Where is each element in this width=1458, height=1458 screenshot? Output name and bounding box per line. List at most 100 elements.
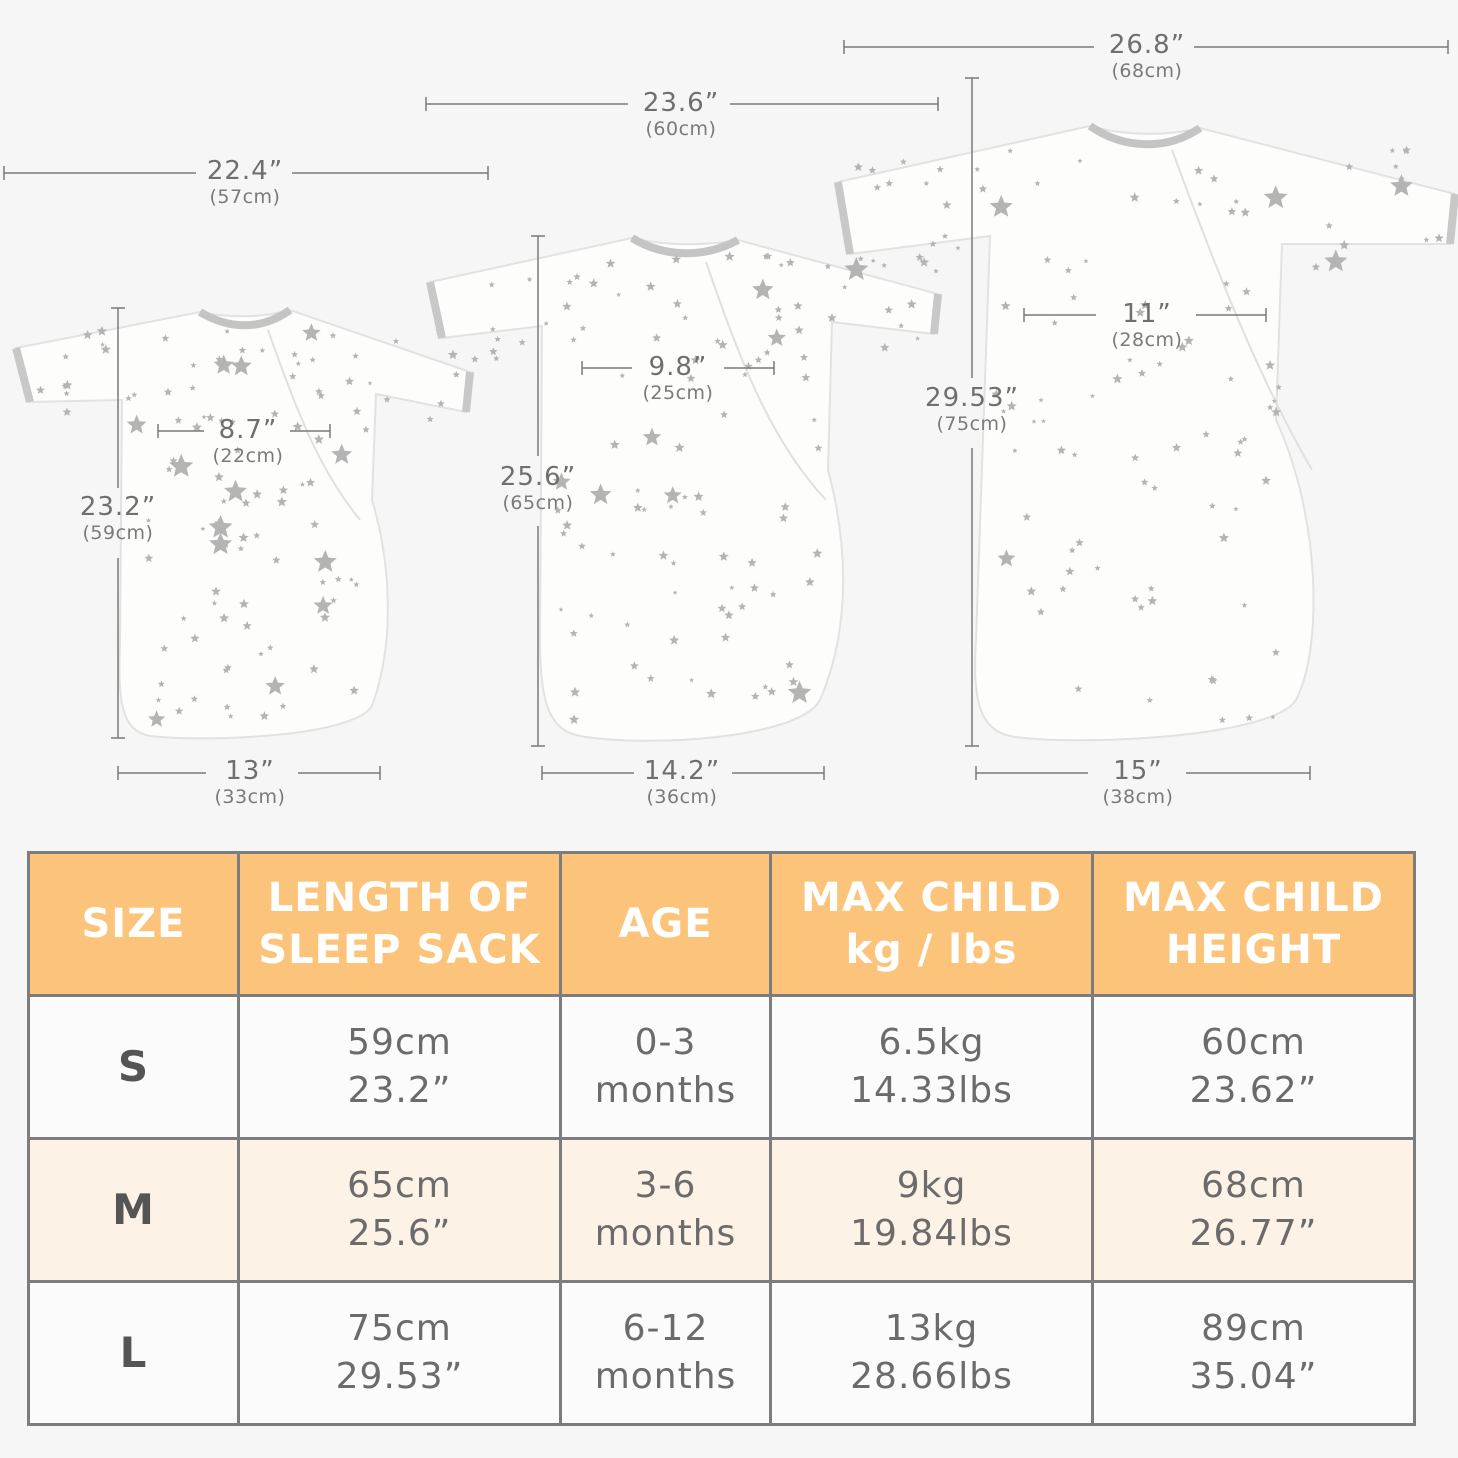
star-pattern-icon [209, 532, 233, 555]
age-cell: 3-6 months [559, 1137, 772, 1283]
garment-illustration-area: 22.4” (57cm) 8.7” (22cm) 23.2” (59cm) 13… [3, 30, 1458, 808]
star-pattern-icon [82, 329, 93, 340]
star-pattern-icon [352, 352, 359, 359]
star-pattern-icon [633, 502, 643, 512]
star-pattern-icon [155, 697, 162, 703]
star-pattern-icon [526, 276, 533, 282]
star-pattern-icon [315, 387, 323, 395]
star-pattern-icon [729, 585, 735, 590]
star-pattern-icon [344, 376, 355, 386]
star-pattern-icon [1325, 222, 1333, 229]
star-pattern-icon [699, 508, 707, 516]
star-pattern-icon [489, 347, 498, 356]
star-pattern-icon [218, 417, 225, 424]
medium-chest-label: 9.8” (25cm) [643, 352, 714, 404]
height-cm: 89cm [1201, 1308, 1306, 1349]
star-pattern-icon [1007, 147, 1013, 154]
star-pattern-icon [751, 692, 760, 700]
garment-small [12, 306, 474, 740]
small-width-label: 22.4” (57cm) [207, 156, 283, 208]
age-cell: 6-12 months [559, 1280, 772, 1426]
medium-length-in: 25.6” [499, 462, 577, 492]
star-pattern-icon [646, 674, 655, 682]
star-pattern-icon [1074, 684, 1083, 693]
size-chart-table: SIZE LENGTH OF SLEEP SACK AGE MAX CHILD kg… [27, 851, 1416, 1426]
star-pattern-icon [1242, 287, 1251, 296]
star-pattern-icon [991, 389, 1002, 399]
star-pattern-icon [1006, 400, 1017, 411]
star-pattern-icon [929, 240, 937, 247]
height-cell: 68cm 26.77” [1091, 1137, 1416, 1283]
large-hem-cm: (38cm) [1102, 786, 1174, 808]
large-length-label: 29.53” (75cm) [925, 383, 1019, 435]
header-length-line2: SLEEP SACK [258, 927, 541, 973]
star-pattern-icon [220, 498, 227, 504]
table-header-row: SIZE LENGTH OF SLEEP SACK AGE MAX CHILD kg… [27, 851, 1416, 997]
star-pattern-icon [616, 292, 621, 297]
star-pattern-icon [562, 520, 573, 530]
star-pattern-icon [1233, 506, 1239, 512]
star-pattern-icon [148, 710, 166, 727]
large-hem-in: 15” [1113, 756, 1163, 786]
medium-chest-cm: (25cm) [642, 382, 714, 404]
star-pattern-icon [518, 338, 526, 346]
medium-width-label: 23.6” (60cm) [643, 88, 719, 140]
star-pattern-icon [610, 551, 616, 557]
star-pattern-icon [169, 456, 178, 465]
star-pattern-icon [331, 443, 353, 464]
star-pattern-icon [190, 633, 200, 643]
star-pattern-icon [805, 577, 815, 587]
star-pattern-icon [267, 644, 274, 651]
star-pattern-icon [1075, 538, 1084, 547]
star-pattern-icon [213, 518, 224, 528]
star-pattern-icon [1390, 174, 1413, 196]
star-pattern-icon [62, 407, 72, 416]
star-pattern-icon [778, 262, 784, 268]
star-pattern-icon [724, 610, 734, 620]
star-pattern-icon [718, 551, 729, 561]
star-pattern-icon [674, 442, 685, 452]
star-pattern-icon [767, 687, 777, 696]
star-pattern-icon [1270, 714, 1276, 720]
large-length-in: 29.53” [925, 383, 1019, 413]
star-pattern-icon [933, 268, 939, 274]
star-pattern-icon [1112, 373, 1123, 384]
star-pattern-icon [635, 487, 641, 493]
star-pattern-icon [200, 526, 206, 531]
header-age: AGE [559, 851, 772, 997]
star-pattern-icon [426, 415, 434, 423]
star-pattern-icon [1129, 192, 1140, 202]
star-pattern-icon [919, 257, 930, 267]
star-pattern-icon [827, 313, 837, 323]
weight-lbs: 14.33lbs [850, 1070, 1013, 1111]
star-pattern-icon [720, 632, 731, 642]
age-cell: 0-3 months [559, 994, 772, 1140]
length-in: 25.6” [347, 1213, 452, 1254]
weight-cell: 6.5kg 14.33lbs [769, 994, 1094, 1140]
star-pattern-icon [383, 395, 391, 403]
star-pattern-icon [1041, 418, 1046, 424]
star-pattern-icon [853, 162, 863, 172]
star-pattern-icon [915, 336, 920, 341]
star-pattern-icon [299, 481, 306, 487]
star-pattern-icon [239, 598, 249, 609]
large-chest-in: 11” [1122, 299, 1172, 329]
star-pattern-icon [348, 577, 354, 582]
star-pattern-icon [1202, 430, 1210, 438]
star-pattern-icon [857, 255, 864, 262]
star-pattern-icon [157, 680, 165, 687]
table-row: L 75cm 29.53” 6-12 months 13kg 28.66lbs 89c… [27, 1280, 1416, 1426]
star-pattern-icon [237, 545, 244, 552]
star-pattern-icon [1207, 674, 1217, 684]
small-length-cm: (59cm) [82, 522, 154, 544]
star-pattern-icon [1271, 398, 1277, 404]
star-pattern-icon [1434, 233, 1444, 243]
star-pattern-icon [686, 373, 696, 383]
star-pattern-icon [1237, 438, 1244, 445]
star-pattern-icon [1218, 716, 1226, 724]
star-pattern-icon [1034, 180, 1041, 186]
large-chest-label: 11” (28cm) [1112, 299, 1183, 351]
star-pattern-icon [787, 680, 812, 703]
star-pattern-icon [742, 371, 748, 378]
table-row: M 65cm 25.6” 3-6 months 9kg 19.84lbs 68cm 26… [27, 1137, 1416, 1283]
